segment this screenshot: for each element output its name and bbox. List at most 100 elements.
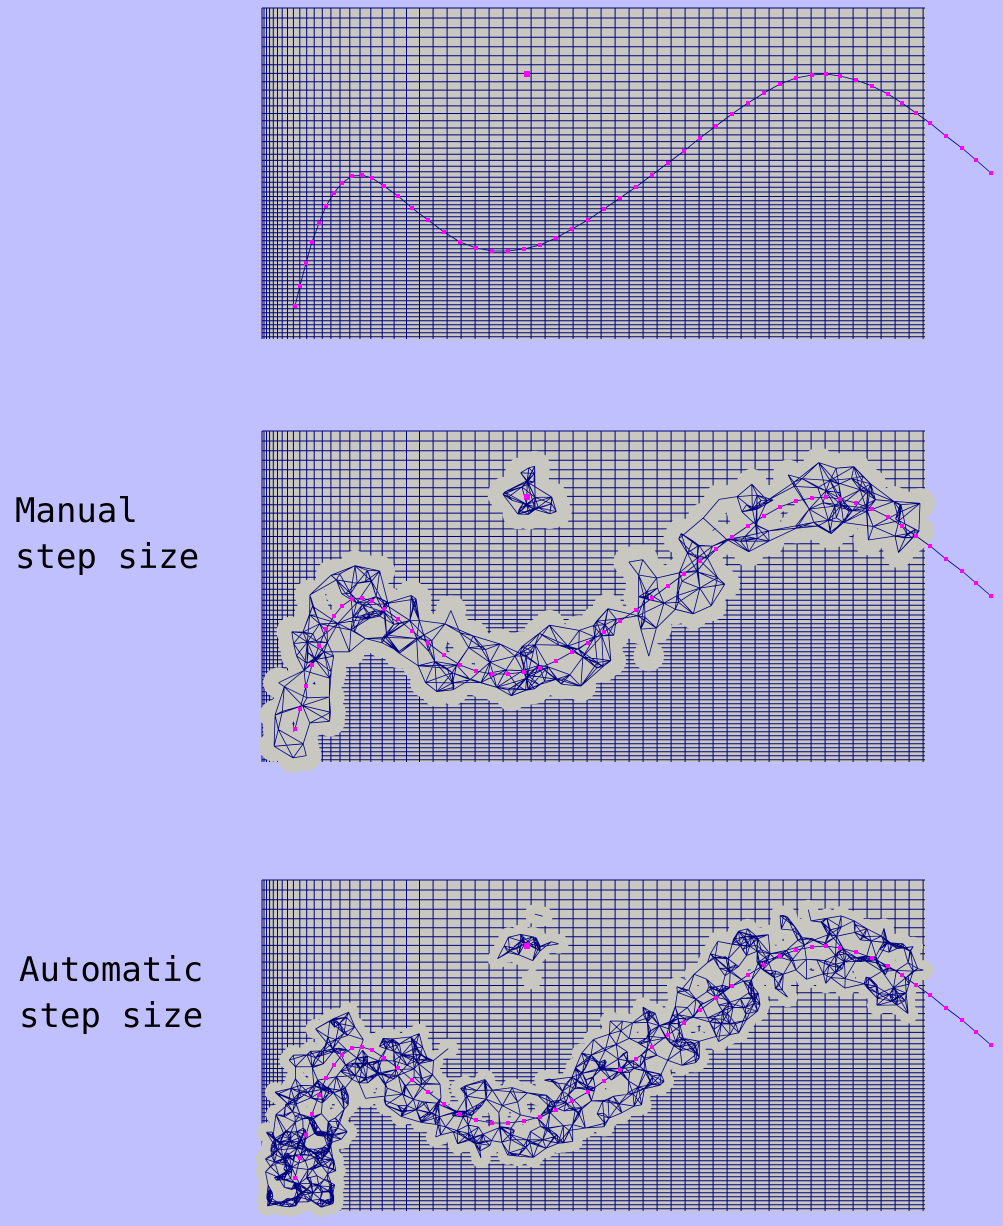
curve-marker [586, 1090, 590, 1094]
curve-marker [554, 236, 558, 240]
curve-marker [490, 249, 494, 253]
curve-marker [332, 1063, 336, 1067]
automatic-label-line2: step size [19, 996, 204, 1036]
curve-marker [974, 1030, 978, 1034]
curve-marker [396, 617, 400, 621]
curve-marker [900, 101, 904, 105]
curve-marker [442, 230, 446, 234]
curve-marker [682, 572, 686, 576]
curve-marker [730, 535, 734, 539]
refined-region-cover [438, 1038, 459, 1059]
curve-marker [730, 112, 734, 116]
curve-marker [458, 240, 462, 244]
isolated-point-marker [524, 943, 530, 949]
structured-grid-lines [261, 7, 925, 339]
curve-marker [554, 1108, 558, 1112]
curve-marker [340, 604, 344, 608]
curve-marker [682, 1021, 686, 1025]
curve-marker [298, 1156, 302, 1160]
curve-marker [490, 672, 494, 676]
curve-marker [426, 1090, 430, 1094]
curve-marker [974, 581, 978, 585]
curve-marker [586, 641, 590, 645]
isolated-point-marker [524, 71, 530, 77]
curve-marker [522, 247, 526, 251]
curve-marker [730, 984, 734, 988]
curve-marker [442, 653, 446, 657]
curve-marker [914, 983, 918, 987]
curve-marker [914, 111, 918, 115]
curve-marker [360, 173, 364, 177]
curve-marker [426, 218, 430, 222]
manual-label-line1: Manual [15, 491, 138, 531]
curve-marker [778, 954, 782, 958]
curve-marker [824, 944, 828, 948]
curve-marker [928, 544, 932, 548]
curve-marker [350, 174, 354, 178]
curve-marker [666, 584, 670, 588]
curve-marker [324, 1076, 328, 1080]
curve-marker [634, 1057, 638, 1061]
curve-marker [360, 596, 364, 600]
curve-marker [762, 91, 766, 95]
curve-marker [602, 1079, 606, 1083]
curve-marker [974, 158, 978, 162]
curve-marker [960, 1018, 964, 1022]
curve-marker [370, 1048, 374, 1052]
triangular-mesh-lines [265, 909, 924, 1208]
curve-marker [618, 196, 622, 200]
curve-marker [989, 594, 993, 598]
curve-marker [506, 672, 510, 676]
curve-marker [410, 629, 414, 633]
curve-marker [682, 149, 686, 153]
curve-marker [360, 1045, 364, 1049]
automatic-label-line1: Automatic [19, 950, 204, 990]
curve-marker [298, 284, 302, 288]
curve-marker [350, 597, 354, 601]
curve-marker [522, 670, 526, 674]
curve-marker [666, 1033, 670, 1037]
curve-marker [490, 1121, 494, 1125]
curve-marker [698, 559, 702, 563]
curve-marker [293, 304, 297, 308]
refined-region-cover [355, 1088, 376, 1109]
curve-marker [570, 227, 574, 231]
curve-marker [340, 1053, 344, 1057]
curve-marker [762, 514, 766, 518]
isolated-point-marker [524, 494, 530, 500]
curve-marker [293, 727, 297, 731]
curve-marker [304, 1133, 308, 1137]
curve-marker [317, 1093, 321, 1097]
curve-marker [870, 84, 874, 88]
curve-marker [410, 206, 414, 210]
curve-marker [618, 1068, 622, 1072]
manual-label-line2: step size [15, 537, 200, 577]
curve-marker [886, 515, 890, 519]
curve-marker [310, 1112, 314, 1116]
curve-marker [538, 243, 542, 247]
curve-marker [794, 76, 798, 80]
curve-marker [522, 1119, 526, 1123]
curve-marker [602, 630, 606, 634]
curve-marker [810, 73, 814, 77]
curve-marker [944, 134, 948, 138]
curve-marker [570, 650, 574, 654]
curve-marker [794, 948, 798, 952]
curve-marker [650, 1045, 654, 1049]
curve-marker [506, 1121, 510, 1125]
curve-marker [370, 599, 374, 603]
curve-marker [310, 663, 314, 667]
curve-marker [810, 945, 814, 949]
curve-marker [650, 596, 654, 600]
curve-marker [714, 996, 718, 1000]
curve-marker [570, 1099, 574, 1103]
curve-marker [618, 619, 622, 623]
curve-marker [886, 964, 890, 968]
curve-marker [870, 956, 874, 960]
refined-region-cover [471, 1148, 491, 1168]
curve-marker [634, 608, 638, 612]
curve-marker [506, 249, 510, 253]
panel-automatic-step-size [255, 879, 993, 1218]
curve-marker [554, 659, 558, 663]
